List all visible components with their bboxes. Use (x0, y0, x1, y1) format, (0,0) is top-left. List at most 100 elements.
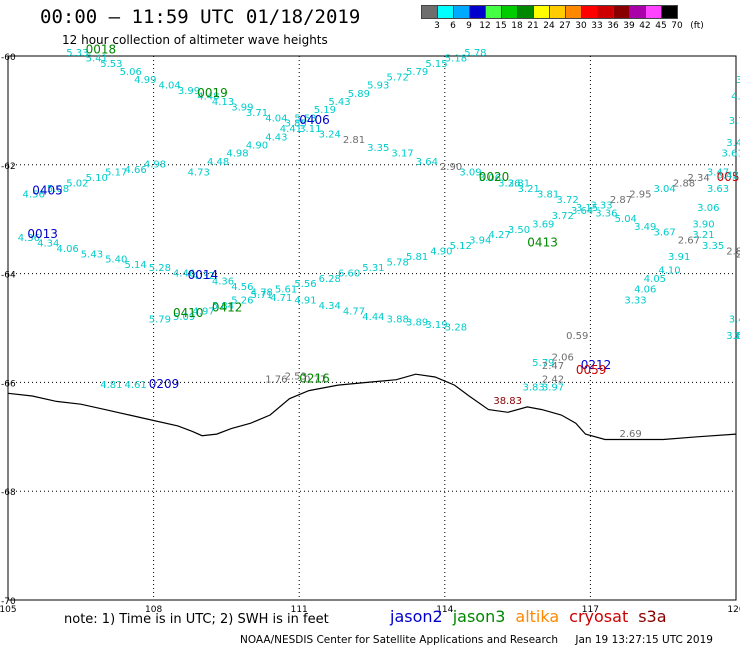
lon-tick-label: 117 (582, 605, 599, 615)
swh-value: 4.78 (251, 287, 273, 298)
swh-value: 5.89 (348, 89, 370, 100)
lat-tick-label: -66 (1, 379, 16, 389)
swh-value: 3.21 (692, 230, 714, 241)
swh-value: 5.19 (314, 105, 336, 116)
color-legend: 3 6 9 12 15 18 21 24 27 30 33 36 39 42 45 70 (ft) (421, 5, 704, 33)
swh-value: 3.72 (552, 211, 574, 222)
swh-value: 2.87 (610, 195, 632, 206)
swh-value: 4.91 (294, 296, 316, 307)
track-time-label: 0406 (299, 113, 330, 127)
swh-value: 4.13 (212, 97, 234, 108)
swh-value: 4.90 (430, 247, 452, 258)
swh-value: 3.71 (246, 108, 268, 119)
swh-value: 3.85 (285, 119, 307, 130)
swh-value: 3.33 (624, 296, 646, 307)
swh-value: 3.36 (595, 208, 617, 219)
swh-value: 3.47 (707, 168, 729, 179)
swh-value: 5.02 (66, 179, 88, 190)
swh-value: 5.12 (450, 241, 472, 252)
swh-value: 5.53 (294, 113, 316, 124)
swh-value: 3.67 (653, 228, 675, 239)
swh-value: 4.81 (100, 380, 122, 391)
legend-bin-label: 30 (575, 21, 587, 31)
swh-value: 3.17 (391, 149, 413, 160)
track-time-label: 0054 (717, 170, 740, 184)
swh-value: 5.26 (231, 296, 253, 307)
legend-bin-label: 18 (511, 21, 523, 31)
legend-swatch (661, 5, 678, 19)
swh-value: 3.49 (634, 222, 656, 233)
swh-value: 5.93 (367, 81, 389, 92)
legend-bin-label: 27 (559, 21, 571, 31)
swh-value: 5.61 (275, 285, 297, 296)
swh-value: 3.43 (734, 331, 740, 342)
page-title: 00:00 – 11:59 UTC 01/18/2019 (40, 6, 361, 28)
swh-value: 4.04 (265, 113, 287, 124)
page-subtitle: 12 hour collection of altimeter wave hei… (62, 33, 328, 47)
lat-tick-label: -70 (1, 597, 16, 607)
swh-value: 5.43 (81, 249, 103, 260)
swh-value: 3.81 (537, 189, 559, 200)
swh-value: 4.43 (265, 132, 287, 143)
swh-value: 4.73 (188, 168, 210, 179)
legend-bin-label: 70 (671, 21, 683, 31)
credit-text: NOAA/NESDIS Center for Satellite Applica… (240, 634, 558, 646)
swh-value: 2.81 (343, 135, 365, 146)
swh-value: 5.71 (251, 290, 273, 301)
footnote: note: 1) Time is in UTC; 2) SWH is in fe… (64, 612, 329, 627)
swh-value: 5.79 (532, 358, 554, 369)
swh-value: 3.24 (319, 130, 341, 141)
track-time-label: 0014 (188, 268, 219, 282)
lon-tick-label: 111 (291, 605, 308, 615)
swh-value: 4.90 (246, 140, 268, 151)
credit-line: NOAA/NESDIS Center for Satellite Applica… (240, 634, 713, 646)
swh-value: 4.06 (57, 244, 79, 255)
swh-value: 6.28 (319, 274, 341, 285)
swh-value: 6.60 (338, 268, 360, 279)
swh-value: 4.41 (280, 124, 302, 135)
swh-value: 4.06 (634, 285, 656, 296)
swh-value: 3.83 (522, 383, 544, 394)
swh-value: 3.42 (717, 170, 739, 181)
swh-value: 4.04 (158, 81, 180, 92)
swh-value: 4.77 (343, 306, 365, 317)
swh-value: 5.33 (66, 48, 88, 59)
swh-value: 4.71 (270, 293, 292, 304)
swh-value: 5.84 (212, 301, 234, 312)
swh-value: 3.04 (653, 184, 675, 195)
track-time-label: 0212 (581, 358, 612, 372)
generated-timestamp: Jan 19 13:27:15 UTC 2019 (575, 634, 713, 646)
swh-value: 2.47 (542, 361, 564, 372)
swh-value: 1.76 (265, 374, 287, 385)
swh-value: 5.53 (100, 59, 122, 70)
satellite-altika: altika (515, 607, 560, 626)
swh-value: 3.64 (726, 331, 740, 342)
swh-value: 3.64 (571, 206, 593, 217)
swh-value: 3.50 (508, 225, 530, 236)
legend-bin-label: 12 (479, 21, 491, 31)
swh-value: 3.97 (542, 383, 564, 394)
swh-value: 5.41 (86, 53, 108, 64)
lon-tick-label: 114 (436, 605, 453, 615)
swh-value: 3.28 (445, 323, 467, 334)
swh-value: 5.79 (406, 67, 428, 78)
swh-value: 5.56 (294, 279, 316, 290)
track-time-label: 0209 (149, 377, 180, 391)
swh-value: 3.06 (479, 173, 501, 184)
swh-value: 38.83 (493, 396, 522, 407)
swh-value: 2.67 (678, 236, 700, 247)
swh-value: 4.46 (173, 268, 195, 279)
map-frame (7, 55, 737, 601)
satellite-jason2: jason2 (390, 607, 443, 626)
swh-value: 2.53 (285, 372, 307, 383)
swh-value: 4.56 (231, 282, 253, 293)
swh-value: 2.06 (552, 353, 574, 364)
swh-value: 4.99 (134, 75, 156, 86)
swh-value: 2 (736, 249, 740, 260)
swh-value: 3.89 (406, 317, 428, 328)
lon-tick-label: 108 (145, 605, 162, 615)
swh-value: 4.48 (207, 157, 229, 168)
swh-value: 0.77 (304, 374, 326, 385)
swh-value: 5.79 (149, 315, 171, 326)
